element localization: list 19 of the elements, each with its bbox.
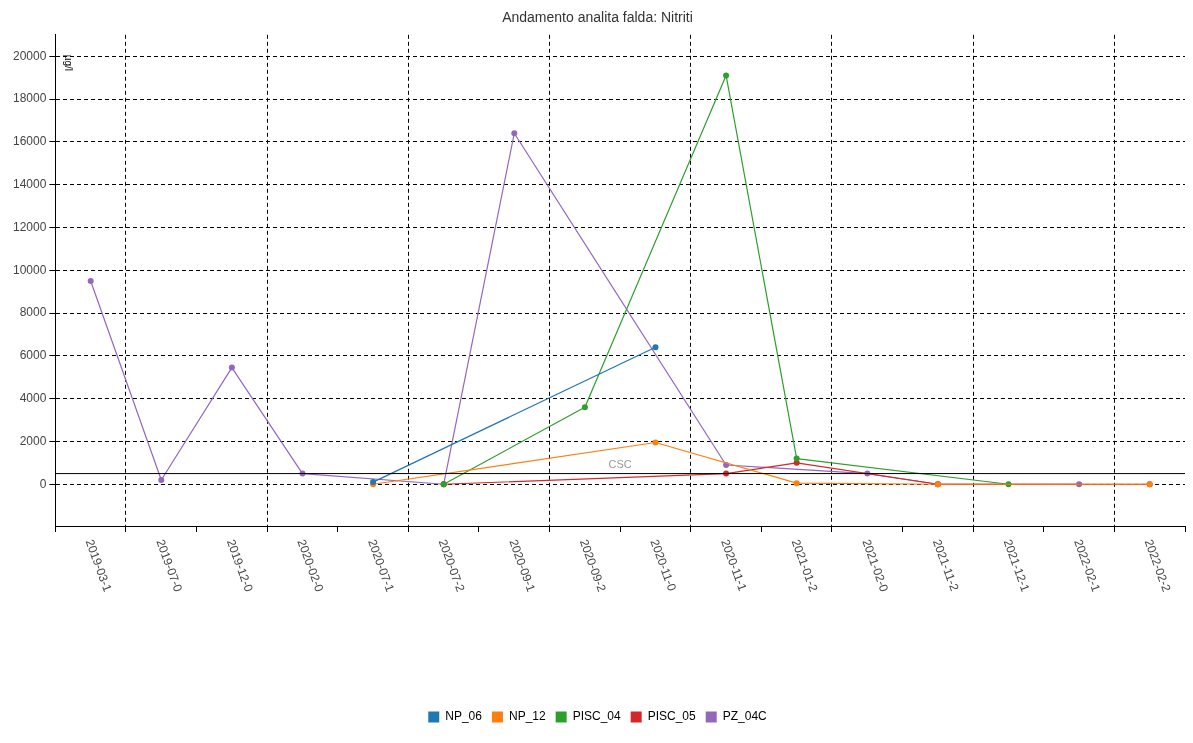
legend-label: PISC_04 [572, 709, 622, 724]
y-tick-label: 14000 [12, 176, 47, 191]
y-tick-label: 2000 [19, 433, 47, 448]
y-tick-label: 20000 [12, 48, 47, 63]
legend-label: PZ_04C [722, 709, 768, 724]
y-tick-label: 18000 [12, 91, 47, 106]
legend-label: NP_12 [508, 709, 546, 724]
legend-label: PISC_05 [647, 709, 697, 724]
y-tick-label: 6000 [19, 348, 47, 363]
y-axis-title: µg/l [62, 54, 74, 71]
y-tick-label: 0 [39, 476, 47, 491]
ref-line-label: CSC [608, 458, 632, 471]
y-tick-label: 12000 [12, 219, 47, 234]
legend-label: NP_06 [445, 709, 483, 724]
chart-title: Andamento analita falda: Nitriti [502, 9, 693, 26]
y-tick-label: 8000 [19, 305, 47, 320]
y-tick-label: 16000 [12, 134, 47, 149]
y-tick-label: 4000 [19, 390, 47, 405]
y-tick-label: 10000 [12, 262, 47, 277]
